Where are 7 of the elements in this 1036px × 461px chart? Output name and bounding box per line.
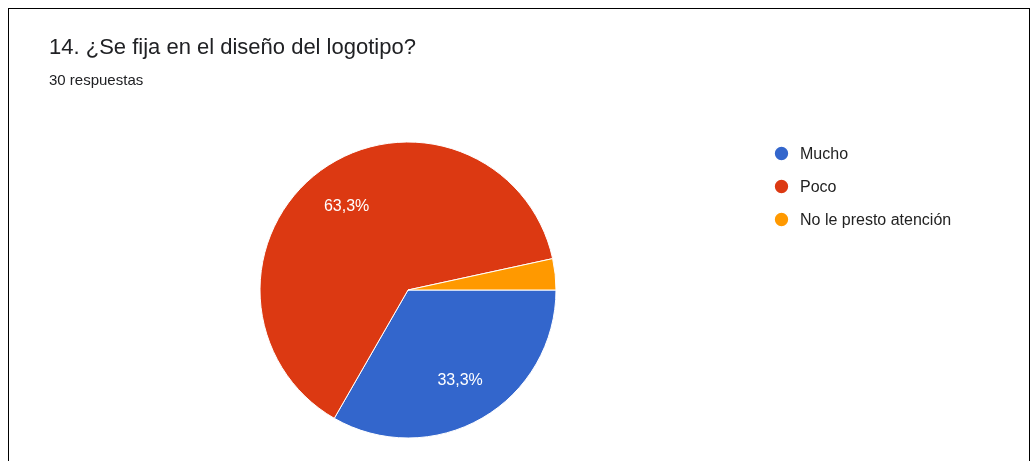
data-label: 63,3% xyxy=(323,197,370,215)
legend-label: No le presto atención xyxy=(800,210,952,228)
chart-title: 14. ¿Se fija en el diseño del logotipo? xyxy=(49,34,416,59)
legend-label: Mucho xyxy=(800,144,849,162)
text: 30 respuestas xyxy=(49,71,144,88)
legend-label: Poco xyxy=(800,177,837,195)
data-label: 33,3% xyxy=(437,371,483,389)
